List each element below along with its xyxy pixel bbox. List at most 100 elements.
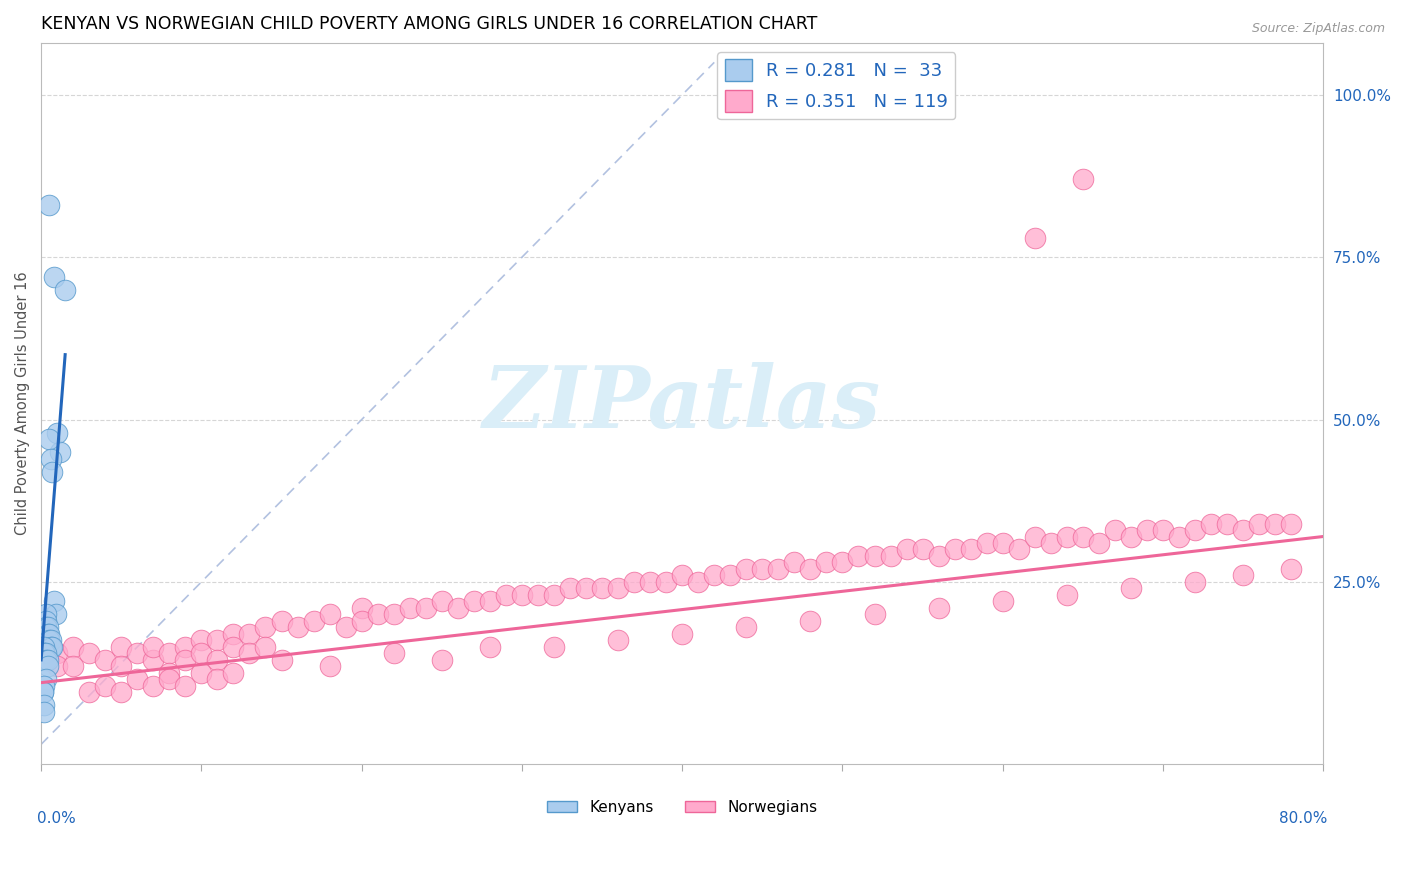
Point [190, 633, 212, 648]
Point [34, 679, 56, 693]
Point [768, 562, 790, 576]
Point [799, 562, 821, 576]
Point [174, 640, 197, 654]
Point [943, 542, 966, 557]
Point [35, 614, 58, 628]
Point [1152, 523, 1174, 537]
Point [34, 705, 56, 719]
Point [207, 633, 229, 648]
Point [703, 568, 725, 582]
Point [799, 614, 821, 628]
Point [270, 614, 292, 628]
Point [38, 432, 60, 446]
Point [543, 640, 565, 654]
Point [1056, 529, 1078, 543]
Point [1279, 562, 1302, 576]
Point [38, 633, 60, 648]
Point [815, 556, 838, 570]
Point [350, 614, 373, 628]
Point [39, 633, 62, 648]
Text: Source: ZipAtlas.com: Source: ZipAtlas.com [1251, 22, 1385, 36]
Point [863, 607, 886, 622]
Point [1136, 523, 1159, 537]
Point [911, 542, 934, 557]
Point [1104, 523, 1126, 537]
Point [1071, 172, 1094, 186]
Point [510, 588, 533, 602]
Point [37, 659, 59, 673]
Point [478, 640, 501, 654]
Point [558, 582, 581, 596]
Point [382, 607, 405, 622]
Point [287, 620, 309, 634]
Point [34, 647, 56, 661]
Point [863, 549, 886, 563]
Point [1184, 523, 1206, 537]
Point [222, 665, 245, 680]
Point [1088, 536, 1111, 550]
Point [1184, 574, 1206, 589]
Point [238, 627, 260, 641]
Legend: Kenyans, Norwegians: Kenyans, Norwegians [541, 794, 824, 821]
Point [367, 607, 389, 622]
Point [157, 665, 180, 680]
Point [1056, 588, 1078, 602]
Point [991, 594, 1014, 608]
Point [127, 673, 149, 687]
Point [46, 647, 69, 661]
Point [39, 640, 62, 654]
Point [207, 673, 229, 687]
Point [607, 633, 630, 648]
Point [1024, 231, 1046, 245]
Point [1279, 516, 1302, 531]
Point [831, 556, 853, 570]
Text: KENYAN VS NORWEGIAN CHILD POVERTY AMONG GIRLS UNDER 16 CORRELATION CHART: KENYAN VS NORWEGIAN CHILD POVERTY AMONG … [41, 15, 817, 33]
Point [174, 653, 197, 667]
Point [35, 653, 58, 667]
Point [671, 627, 693, 641]
Point [463, 594, 485, 608]
Point [110, 659, 132, 673]
Point [447, 601, 470, 615]
Point [350, 601, 373, 615]
Point [142, 640, 165, 654]
Point [1039, 536, 1062, 550]
Point [110, 640, 132, 654]
Point [49, 445, 72, 459]
Point [1119, 582, 1142, 596]
Point [190, 647, 212, 661]
Point [335, 620, 357, 634]
Point [1216, 516, 1239, 531]
Point [46, 425, 69, 440]
Point [38, 627, 60, 641]
Point [382, 647, 405, 661]
Point [270, 653, 292, 667]
Point [42, 594, 65, 608]
Point [37, 653, 59, 667]
Point [302, 614, 325, 628]
Point [896, 542, 918, 557]
Point [35, 620, 58, 634]
Point [34, 698, 56, 713]
Point [783, 556, 806, 570]
Point [35, 673, 58, 687]
Point [77, 685, 100, 699]
Point [31, 685, 53, 699]
Point [62, 659, 84, 673]
Text: ZIPatlas: ZIPatlas [484, 361, 882, 445]
Point [94, 679, 117, 693]
Point [671, 568, 693, 582]
Point [607, 582, 630, 596]
Point [879, 549, 901, 563]
Point [398, 601, 420, 615]
Point [928, 601, 950, 615]
Point [318, 607, 340, 622]
Point [655, 574, 678, 589]
Point [38, 198, 60, 212]
Point [543, 588, 565, 602]
Point [31, 685, 53, 699]
Point [35, 647, 58, 661]
Point [1071, 529, 1094, 543]
Point [991, 536, 1014, 550]
Point [575, 582, 598, 596]
